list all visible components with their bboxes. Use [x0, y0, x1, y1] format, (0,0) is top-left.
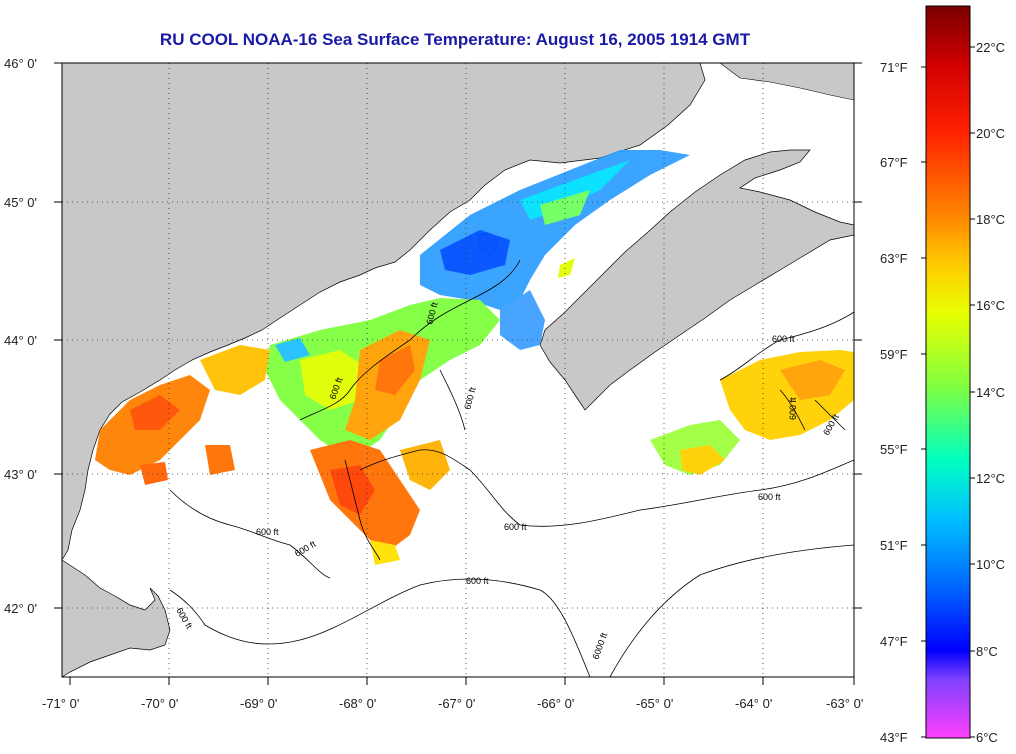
lon-label: -64° 0' — [735, 696, 772, 711]
contour-label: 600 ft — [788, 397, 798, 420]
land-new-england — [62, 63, 706, 561]
celsius-label: 14°C — [976, 385, 1005, 400]
lat-label: 45° 0' — [4, 195, 37, 210]
fahrenheit-label: 43°F — [880, 730, 908, 745]
celsius-label: 18°C — [976, 212, 1005, 227]
celsius-label: 6°C — [976, 730, 998, 745]
lon-label: -70° 0' — [141, 696, 178, 711]
lat-label: 44° 0' — [4, 333, 37, 348]
fahrenheit-label: 51°F — [880, 538, 908, 553]
lon-label: -63° 0' — [826, 696, 863, 711]
colorbar-ticks — [921, 46, 975, 738]
celsius-label: 20°C — [976, 126, 1005, 141]
latitude-labels: 46° 0' 45° 0' 44° 0' 43° 0' 42° 0' — [4, 56, 37, 616]
fahrenheit-label: 47°F — [880, 634, 908, 649]
lon-label: -71° 0' — [42, 696, 79, 711]
fahrenheit-label: 67°F — [880, 155, 908, 170]
graticule — [62, 63, 854, 677]
depth-contours — [169, 259, 854, 677]
lon-label: -68° 0' — [339, 696, 376, 711]
colorbar — [925, 5, 971, 739]
land-nova-scotia — [539, 149, 854, 411]
longitude-labels: -71° 0' -70° 0' -69° 0' -68° 0' -67° 0' … — [42, 696, 863, 711]
lat-label: 43° 0' — [4, 467, 37, 482]
celsius-label: 22°C — [976, 40, 1005, 55]
lat-label: 42° 0' — [4, 601, 37, 616]
fahrenheit-label: 55°F — [880, 442, 908, 457]
celsius-label: 10°C — [976, 557, 1005, 572]
map-title: RU COOL NOAA-16 Sea Surface Temperature:… — [159, 30, 751, 49]
celsius-label: 16°C — [976, 298, 1005, 313]
lon-label: -69° 0' — [240, 696, 277, 711]
lat-label: 46° 0' — [4, 56, 37, 71]
land-cape-cod — [62, 559, 171, 677]
contour-label: 600 ft — [758, 492, 781, 502]
fahrenheit-label: 71°F — [880, 60, 908, 75]
land-pei — [719, 63, 854, 101]
fahrenheit-label: 63°F — [880, 251, 908, 266]
celsius-labels: 22°C 20°C 18°C 16°C 14°C 12°C 10°C 8°C 6… — [976, 40, 1005, 745]
contour-label: 600 ft — [772, 334, 795, 344]
fahrenheit-labels: 71°F 67°F 63°F 59°F 55°F 51°F 47°F 43°F — [880, 60, 908, 745]
axis-ticks — [54, 62, 862, 685]
contour-label: 600 ft — [504, 522, 527, 532]
lon-label: -65° 0' — [636, 696, 673, 711]
lon-label: -66° 0' — [537, 696, 574, 711]
celsius-label: 8°C — [976, 644, 998, 659]
celsius-label: 12°C — [976, 471, 1005, 486]
fahrenheit-label: 59°F — [880, 347, 908, 362]
contour-label: 600 ft — [256, 527, 279, 537]
map-border — [61, 62, 855, 678]
contour-label: 600 ft — [466, 576, 489, 586]
lon-label: -67° 0' — [438, 696, 475, 711]
